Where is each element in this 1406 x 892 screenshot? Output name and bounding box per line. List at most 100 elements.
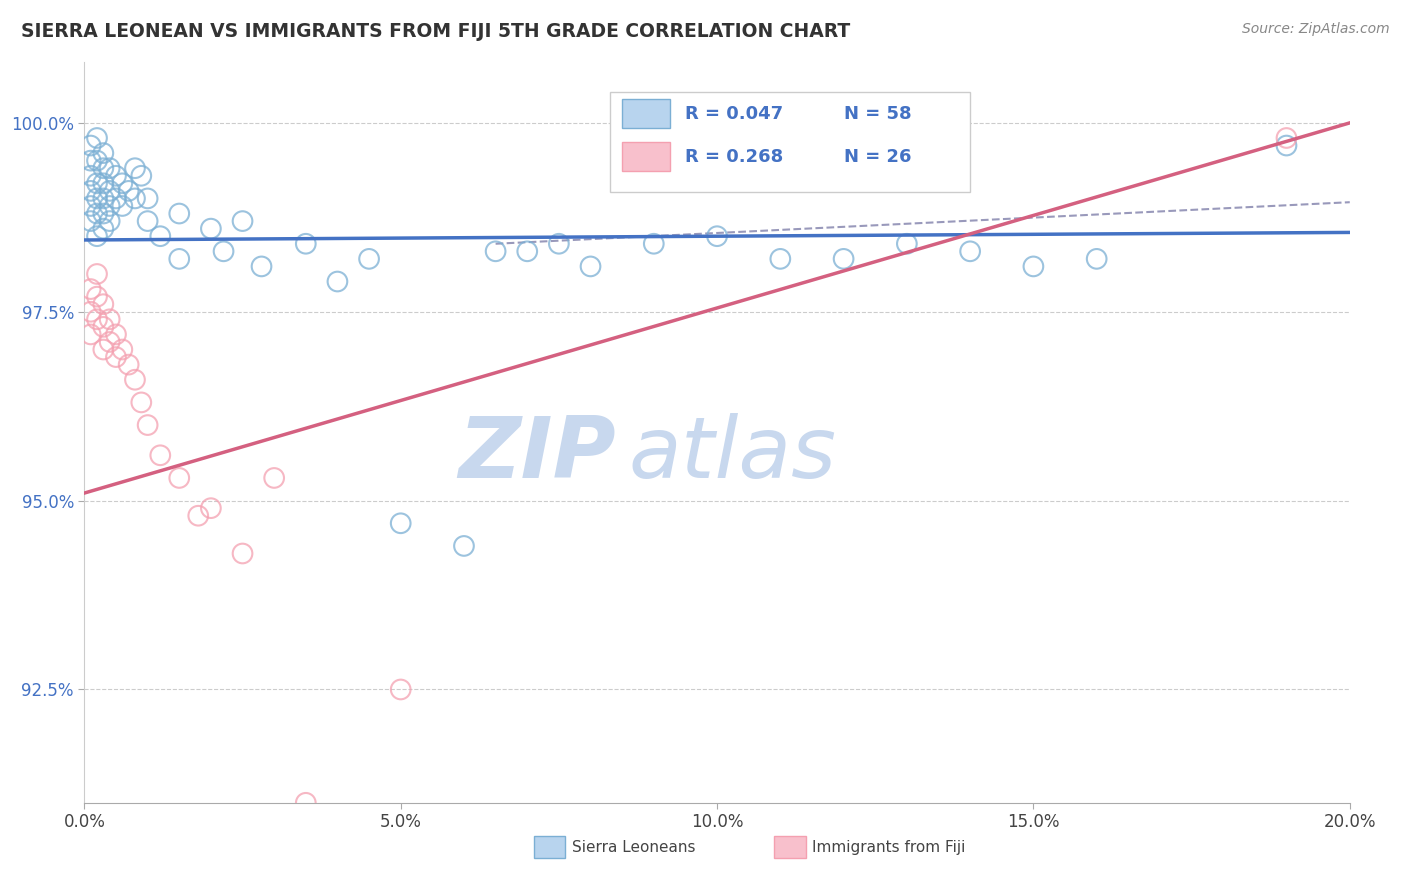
Point: [79, 199, 103, 213]
Point: [453, 539, 475, 553]
Point: [200, 501, 222, 516]
Point: [124, 191, 146, 205]
Point: [86, 229, 108, 244]
Point: [169, 206, 191, 220]
Point: [79, 153, 103, 168]
Point: [959, 244, 981, 259]
Point: [93, 146, 115, 161]
Point: [200, 221, 222, 235]
Point: [187, 508, 209, 523]
Point: [231, 214, 254, 228]
Point: [706, 229, 728, 244]
Y-axis label: 5th Grade: 5th Grade: [0, 394, 4, 471]
Point: [105, 350, 127, 364]
Point: [93, 191, 115, 205]
Point: [389, 682, 412, 697]
Text: Source: ZipAtlas.com: Source: ZipAtlas.com: [1241, 22, 1389, 37]
Point: [79, 327, 103, 342]
Point: [79, 304, 103, 318]
Point: [1085, 252, 1108, 266]
Point: [105, 169, 127, 183]
Point: [98, 161, 121, 176]
Point: [98, 214, 121, 228]
Point: [643, 236, 665, 251]
Point: [129, 395, 153, 409]
Point: [86, 177, 108, 191]
Point: [295, 236, 318, 251]
Point: [93, 297, 115, 311]
Point: [118, 358, 141, 372]
Point: [93, 161, 115, 176]
Text: R = 0.268: R = 0.268: [686, 148, 783, 166]
Text: N = 58: N = 58: [844, 105, 911, 123]
Text: SIERRA LEONEAN VS IMMIGRANTS FROM FIJI 5TH GRADE CORRELATION CHART: SIERRA LEONEAN VS IMMIGRANTS FROM FIJI 5…: [21, 22, 851, 41]
Point: [136, 214, 159, 228]
Point: [484, 244, 508, 259]
Point: [1275, 131, 1298, 145]
Point: [136, 191, 159, 205]
Point: [326, 275, 349, 289]
Point: [86, 290, 108, 304]
Point: [98, 199, 121, 213]
Point: [105, 327, 127, 342]
Point: [79, 184, 103, 198]
Point: [98, 184, 121, 198]
Point: [263, 471, 285, 485]
Text: R = 0.047: R = 0.047: [686, 105, 783, 123]
Point: [124, 161, 146, 176]
Point: [79, 138, 103, 153]
Point: [212, 244, 235, 259]
Point: [79, 169, 103, 183]
Point: [118, 184, 141, 198]
Point: [231, 547, 254, 561]
Point: [111, 343, 134, 357]
Bar: [534, 836, 565, 858]
Point: [93, 177, 115, 191]
Point: [169, 252, 191, 266]
Point: [111, 199, 134, 213]
Point: [79, 282, 103, 296]
FancyBboxPatch shape: [610, 92, 970, 192]
Point: [769, 252, 792, 266]
Point: [832, 252, 855, 266]
Point: [1275, 138, 1298, 153]
Point: [93, 319, 115, 334]
Point: [250, 260, 273, 274]
Point: [93, 343, 115, 357]
Point: [149, 448, 172, 462]
Point: [98, 334, 121, 349]
Point: [86, 206, 108, 220]
Point: [93, 206, 115, 220]
Point: [295, 796, 318, 810]
Point: [93, 221, 115, 235]
Point: [111, 177, 134, 191]
Point: [105, 191, 127, 205]
Text: atlas: atlas: [628, 413, 837, 496]
Point: [169, 471, 191, 485]
Point: [516, 244, 538, 259]
Point: [86, 153, 108, 168]
Point: [1022, 260, 1045, 274]
Point: [129, 169, 153, 183]
Text: Immigrants from Fiji: Immigrants from Fiji: [813, 839, 966, 855]
Point: [124, 373, 146, 387]
Point: [389, 516, 412, 531]
Text: Sierra Leoneans: Sierra Leoneans: [571, 839, 695, 855]
Text: N = 26: N = 26: [844, 148, 911, 166]
Text: ZIP: ZIP: [458, 413, 616, 496]
Bar: [623, 99, 671, 128]
Point: [86, 131, 108, 145]
Point: [98, 312, 121, 326]
Point: [896, 236, 918, 251]
Point: [149, 229, 172, 244]
Point: [86, 267, 108, 281]
Point: [79, 214, 103, 228]
Point: [548, 236, 571, 251]
Point: [136, 418, 159, 433]
Point: [357, 252, 380, 266]
Bar: [623, 143, 671, 170]
Point: [86, 312, 108, 326]
Point: [86, 191, 108, 205]
Bar: [773, 836, 806, 858]
Point: [579, 260, 602, 274]
